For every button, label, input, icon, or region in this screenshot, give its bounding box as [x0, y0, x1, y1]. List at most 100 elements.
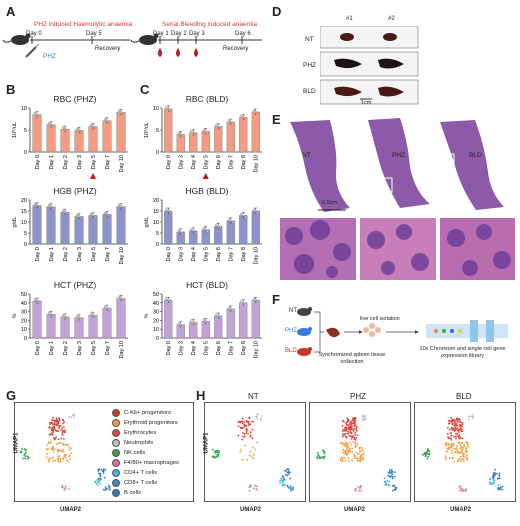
data-point: [256, 300, 259, 303]
data-point: [103, 211, 107, 214]
umap-point: [56, 424, 59, 427]
umap-point: [97, 469, 100, 472]
y-tick-label: 5: [156, 231, 159, 237]
umap-point: [360, 490, 363, 492]
scale-label: 0.5cm: [322, 200, 337, 206]
bar: [251, 111, 260, 153]
bar: [74, 216, 84, 245]
umap-point: [350, 423, 353, 426]
bar-chart: 0 5 10 10⁶/uL Day 0 Day 3 Day 4 Day 5 Day 6 Day 7…: [143, 105, 262, 179]
umap-point: [348, 428, 351, 431]
umap-point: [350, 438, 353, 440]
umap-point: [237, 421, 239, 423]
spleen-photos: [320, 26, 419, 105]
mouse-icon: [297, 327, 312, 336]
umap-point: [290, 485, 292, 488]
x-tick-label: Day 0: [35, 341, 41, 355]
data-point: [65, 129, 69, 132]
umap-point: [22, 457, 24, 460]
umap-point: [99, 482, 101, 485]
data-point: [227, 119, 230, 122]
spleen-image: [378, 58, 404, 69]
bar: [32, 205, 42, 245]
umap-point: [346, 420, 349, 423]
spleen-image: [340, 33, 354, 41]
umap-point: [459, 489, 462, 492]
umap-point: [61, 486, 64, 489]
umap-point: [355, 457, 358, 460]
umap-point: [342, 420, 345, 423]
umap-point: [341, 457, 344, 460]
umap-point: [259, 417, 262, 420]
bar: [46, 314, 56, 339]
data-point: [93, 215, 97, 218]
x-tick-label: Day 7: [105, 247, 111, 261]
umap-point: [47, 460, 50, 463]
umap-point: [252, 446, 254, 449]
data-point: [190, 319, 193, 322]
umap-point: [466, 458, 469, 461]
umap-point: [97, 468, 100, 471]
umap-point: [241, 422, 244, 425]
panel-label-g: G: [6, 388, 17, 403]
data-point: [119, 111, 123, 114]
data-point: [242, 116, 245, 119]
legend-swatch: [112, 439, 120, 447]
y-tick-label: 10: [153, 327, 159, 333]
umap-point: [465, 450, 468, 453]
umap-point: [218, 450, 220, 452]
umap-point: [53, 448, 56, 450]
data-point: [181, 134, 184, 137]
data-point: [167, 107, 170, 110]
umap-point: [49, 421, 51, 424]
umap-point: [362, 415, 364, 418]
umap-point: [252, 487, 255, 490]
umap-point: [48, 426, 51, 428]
chromium-chip-icon: [426, 320, 508, 342]
data-point: [167, 209, 170, 213]
umap-point: [65, 456, 67, 459]
umap-point: [360, 459, 362, 461]
umap-point: [68, 416, 70, 418]
umap-point: [494, 468, 496, 471]
umap-point: [59, 460, 62, 463]
histology-label: BLD: [469, 152, 482, 159]
umap-point: [359, 460, 362, 463]
legend-swatch: [112, 419, 120, 427]
umap-point: [445, 442, 448, 445]
data-point: [93, 315, 97, 318]
x-tick-label: Day 3: [179, 247, 185, 261]
legend-swatch: [112, 429, 120, 437]
umap-point: [108, 486, 111, 489]
legend-swatch: [112, 409, 120, 417]
umap-point: [455, 435, 458, 438]
data-point: [169, 109, 172, 112]
umap-point: [459, 444, 461, 447]
data-point: [244, 303, 247, 306]
umap-point: [255, 488, 258, 491]
y-tick-label: 0: [24, 242, 27, 248]
umap-title: NT: [248, 392, 259, 401]
umap-point: [358, 446, 361, 449]
umap-point: [241, 438, 244, 441]
umap-point: [242, 435, 244, 438]
data-point: [37, 205, 41, 209]
umap-point: [247, 432, 249, 435]
bar: [32, 300, 42, 339]
umap-point: [456, 433, 459, 435]
umap-point: [23, 454, 26, 457]
umap-point: [353, 438, 356, 441]
umap-point: [497, 484, 500, 486]
y-tick-label: 20: [21, 198, 27, 204]
umap-point: [360, 453, 363, 456]
umap-point: [349, 450, 352, 453]
umap-point: [350, 443, 353, 446]
data-point: [75, 315, 79, 318]
umap-point: [347, 449, 350, 452]
umap-point: [64, 485, 67, 488]
bar: [226, 220, 235, 245]
umap-point: [501, 485, 504, 488]
workflow-step: Synchronized spleen tissue collection: [318, 352, 386, 365]
chart-title: HCT (PHZ): [53, 280, 97, 290]
x-tick-label: Day 8: [241, 247, 247, 261]
